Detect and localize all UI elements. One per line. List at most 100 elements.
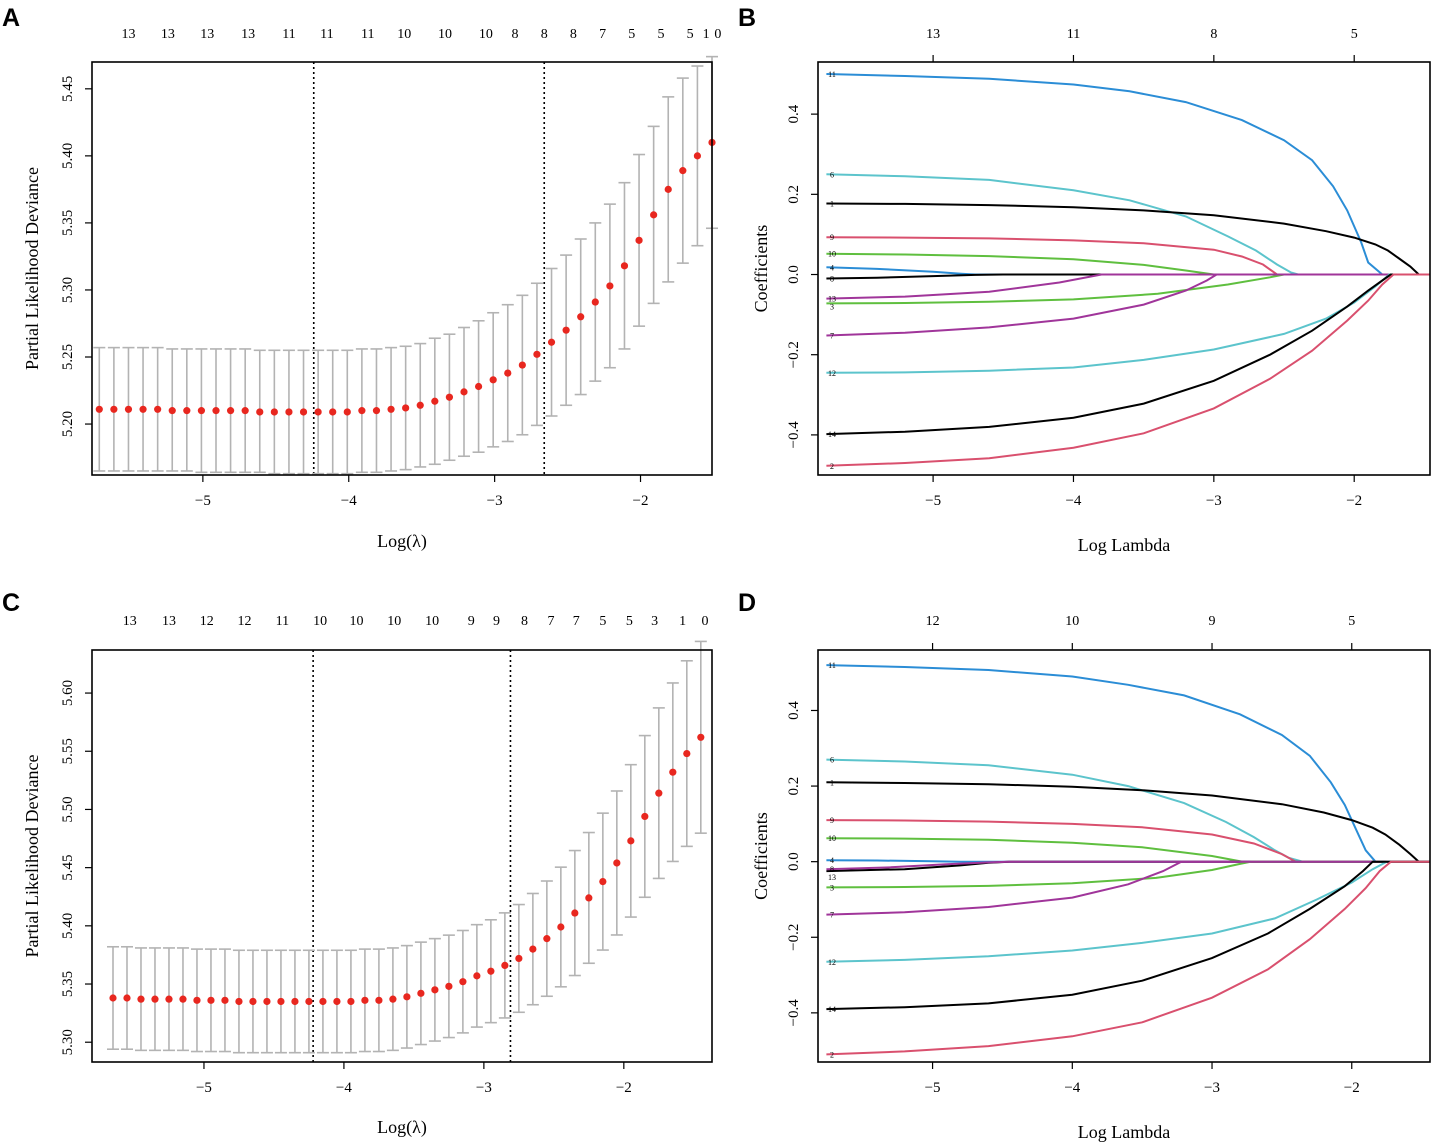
panel-a-deviance-point — [664, 185, 672, 193]
panel-c-deviance-point — [333, 997, 341, 1006]
panel-b-y-tick-label: −0.4 — [786, 421, 802, 449]
panel-b-y-tick-label: 0.4 — [786, 104, 802, 123]
panel-a-deviance-point — [620, 262, 629, 270]
panel-c-deviance-point — [571, 909, 579, 917]
panel-c-top-count-label: 11 — [276, 614, 289, 629]
panel-c-deviance-point — [277, 997, 285, 1006]
panel-b-coefficient-path — [826, 273, 1430, 280]
panel-a-deviance-point — [197, 407, 206, 415]
panel-d-y-tick-label: 0.0 — [786, 852, 802, 871]
panel-c-deviance-point — [669, 768, 677, 776]
panel-letter-a: A — [2, 4, 20, 32]
panel-c-top-count-label: 10 — [313, 614, 327, 629]
panel-a-top-count-label: 11 — [320, 27, 333, 42]
panel-c-deviance-point — [683, 749, 691, 758]
panel-c-deviance-point — [599, 878, 607, 886]
panel-c-deviance-point — [235, 997, 243, 1006]
panel-a-deviance-point — [110, 405, 118, 413]
panel-c-x-axis-title: Log(λ) — [377, 1117, 427, 1138]
panel-c-deviance-point — [459, 978, 467, 986]
panel-a-deviance-point — [256, 408, 264, 416]
panel-c-deviance-point — [515, 954, 523, 963]
panel-d-curve-label: 9 — [830, 816, 834, 825]
panel-c-deviance-point — [375, 996, 383, 1004]
panel-c-deviance-point — [697, 733, 705, 741]
panel-a-top-count-label: 11 — [282, 27, 295, 42]
panel-b-top-count-label: 5 — [1351, 27, 1358, 42]
panel-c-deviance-point — [347, 997, 355, 1006]
panel-a-x-axis-title: Log(λ) — [377, 531, 427, 552]
panel-a-top-count-label: 13 — [121, 27, 135, 42]
panel-b-y-tick-label: −0.2 — [786, 341, 802, 368]
panel-c-top-count-label: 5 — [626, 614, 633, 629]
panel-c-deviance-point — [193, 996, 201, 1004]
panel-b-coefficient-path — [826, 202, 1430, 276]
panel-c-deviance-point — [165, 995, 173, 1003]
panel-d-y-tick-label: 0.2 — [786, 777, 802, 796]
panel-a-deviance-point — [212, 407, 220, 415]
panel-d-coefficient-path — [826, 860, 1430, 916]
panel-a-deviance-point — [679, 167, 687, 175]
panel-d-y-tick-label: −0.4 — [786, 999, 802, 1027]
panel-c-deviance-point — [445, 982, 453, 990]
panel-a-top-count-label: 1 — [703, 27, 710, 42]
panel-d-coefficient-path — [826, 819, 1430, 863]
panel-d-curve-label: 1 — [830, 778, 834, 787]
panel-d-curve-label: 4 — [830, 856, 834, 865]
panel-a-y-tick-label: 5.35 — [60, 210, 76, 236]
panel-a-x-tick-label: −5 — [195, 493, 211, 509]
panel-a-top-count-label: 8 — [512, 27, 519, 42]
panel-a-deviance-point — [489, 376, 497, 384]
panel-b-coefficient-path — [826, 273, 1430, 337]
panel-a-deviance-point — [518, 361, 526, 369]
panel-c-deviance-point — [501, 961, 509, 970]
panel-b-coefficient-path — [826, 273, 1430, 467]
panel-a-top-count-label: 13 — [200, 27, 214, 42]
panel-a-deviance-point — [314, 408, 322, 416]
panel-c-y-tick-label: 5.50 — [60, 796, 76, 822]
panel-c-x-tick-label: −5 — [196, 1080, 212, 1096]
panel-b-plot-frame — [817, 61, 1431, 476]
panel-a-deviance-point — [562, 326, 570, 334]
panel-b-curve-label: 3 — [830, 303, 834, 312]
panel-b-curve-label: 7 — [830, 331, 834, 340]
panel-a-deviance-point — [693, 152, 702, 160]
panel-a-deviance-point — [154, 405, 162, 413]
panel-c-x-tick-label: −2 — [616, 1080, 632, 1096]
panel-b-curve-label: 2 — [830, 462, 834, 471]
panel-d-curve-label: 11 — [828, 661, 836, 670]
panel-c-top-count-label: 13 — [162, 614, 176, 629]
panel-d-coefficient-path — [826, 860, 1430, 1011]
panel-letter-c: C — [2, 589, 20, 617]
panel-b-coefficient-path — [826, 266, 1430, 276]
panel-a-deviance-point — [635, 236, 643, 244]
panel-c-y-tick-label: 5.60 — [60, 680, 76, 706]
panel-b-coefficient-path — [826, 73, 1430, 276]
panel-c-top-count-label: 9 — [493, 614, 500, 629]
panel-c-deviance-point — [641, 812, 649, 821]
panel-d-plot-frame — [817, 649, 1431, 1063]
panel-a-deviance-point — [95, 405, 103, 413]
panel-a-deviance-point — [504, 369, 512, 377]
panel-b-y-tick-label: 0.2 — [786, 185, 802, 204]
panel-a-top-count-label: 8 — [541, 27, 548, 42]
panel-a-deviance-point — [387, 405, 395, 413]
panel-c-y-tick-label: 5.55 — [60, 738, 76, 764]
panel-a-top-count-label: 11 — [361, 27, 374, 42]
panel-c-deviance-point — [585, 894, 593, 902]
panel-c-deviance-point — [123, 994, 131, 1002]
panel-d-x-axis-title: Log Lambda — [1078, 1122, 1170, 1142]
panel-b-y-axis-title: Coefficients — [751, 225, 771, 313]
panel-b-top-count-label: 13 — [926, 27, 940, 42]
panel-d-top-count-label: 5 — [1348, 614, 1355, 629]
panel-c-y-tick-label: 5.45 — [60, 855, 76, 881]
panel-b-coefficient-path — [826, 173, 1430, 276]
panel-a-deviance-point — [124, 405, 133, 413]
panel-c-deviance-point — [249, 997, 257, 1006]
panel-c-y-tick-label: 5.35 — [60, 971, 76, 997]
panel-b-curve-label: 11 — [828, 70, 836, 79]
panel-a-deviance-point — [139, 405, 147, 413]
panel-c-top-count-label: 7 — [548, 614, 555, 629]
panel-d-curve-label: 8 — [830, 865, 834, 874]
panel-b-coefficient-path — [826, 236, 1430, 276]
